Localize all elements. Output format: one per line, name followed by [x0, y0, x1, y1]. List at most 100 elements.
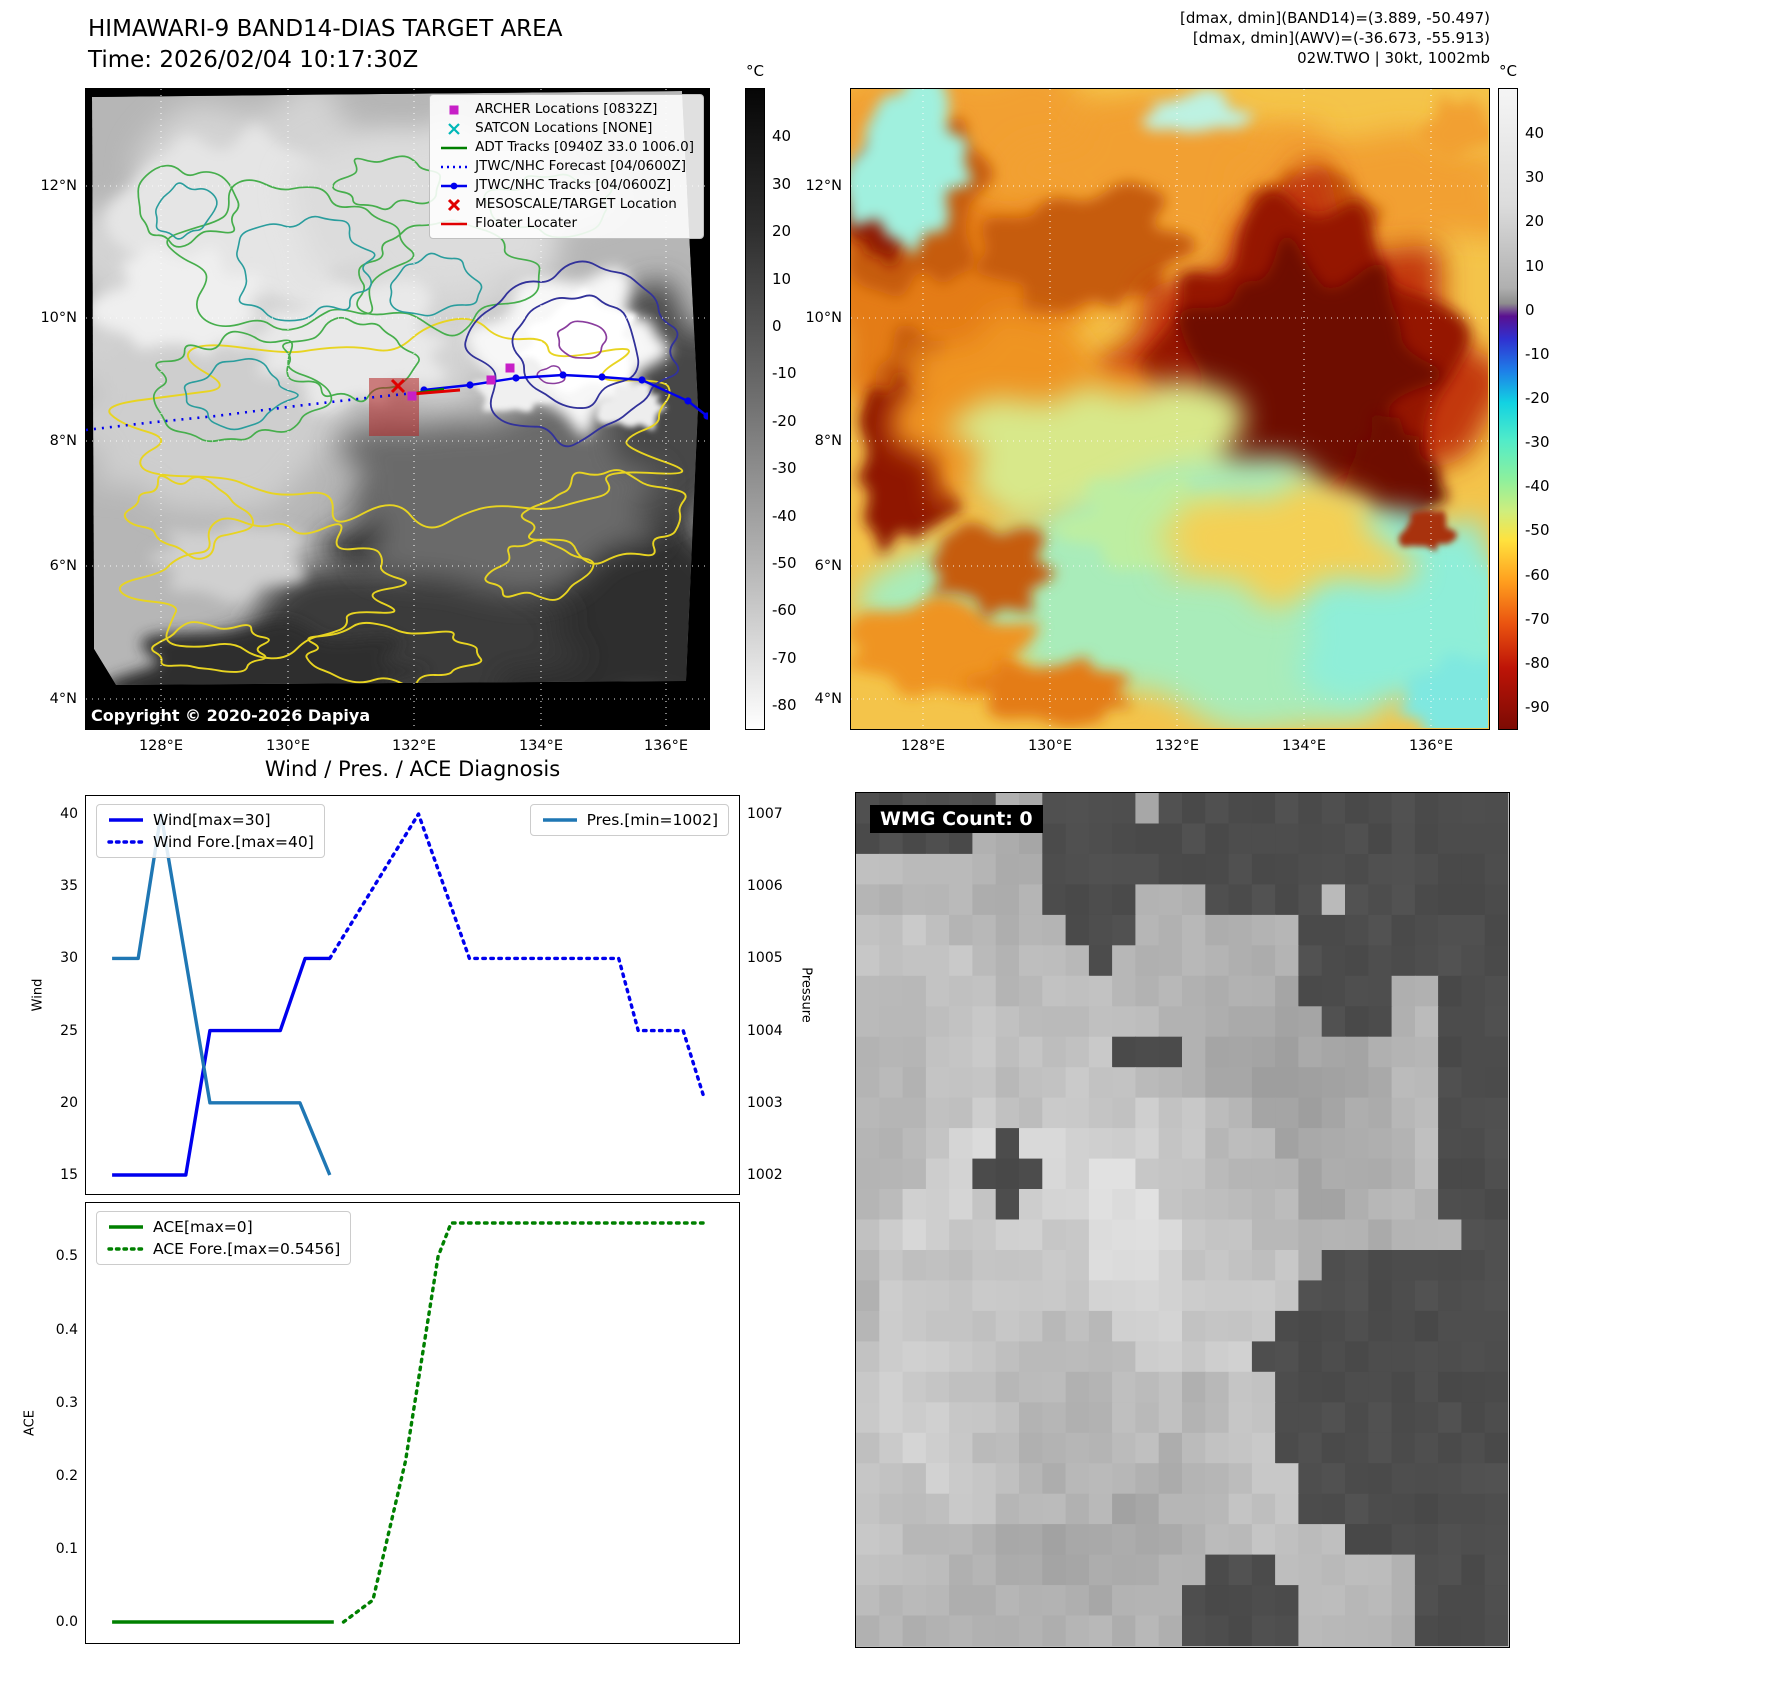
storm-id-label: 02W.TWO | 30kt, 1002mb: [1297, 49, 1490, 67]
chart-legend: Wind[max=30] Wind Fore.[max=40]: [96, 804, 325, 858]
colorbar-tick-label: -30: [772, 459, 797, 478]
jtwc-track-line: [423, 373, 708, 417]
band14-time-subtitle: Time: 2026/02/04 10:17:30Z: [88, 47, 419, 73]
lat-tick-label: 12°N: [805, 178, 842, 194]
ace-chart: 0.0 0.1 0.2 0.3 0.4 0.5 ACE[max=0] ACE Fore.[ma…: [56, 1202, 740, 1644]
legend-item: Wind[max=30]: [107, 811, 314, 829]
y-axis-tick-left: 15: [60, 1166, 78, 1183]
lat-tick-label: 4°N: [814, 691, 842, 707]
y-axis-tick-right: 1003: [747, 1094, 783, 1111]
map-legend-label: SATCON Locations [NONE]: [475, 120, 653, 136]
wmg-image: [856, 793, 1508, 1646]
map-legend-item: JTWC/NHC Tracks [04/0600Z]: [439, 177, 694, 194]
temperature-contours: [108, 155, 687, 685]
map-legend-label: JTWC/NHC Tracks [04/0600Z]: [475, 177, 672, 193]
band14-colorbar: 40 30 20 10 0 -10 -20 -30 -40 -50 -60 -70 -80: [745, 88, 797, 730]
lon-tick-label: 132°E: [1154, 738, 1200, 754]
mesoscale-target-rect: [369, 378, 419, 436]
legend-label: Pres.[min=1002]: [586, 811, 718, 829]
legend-item: Wind Fore.[max=40]: [107, 833, 314, 851]
wind-pressure-plot-area: [112, 812, 706, 1177]
lat-tick-label: 4°N: [49, 691, 77, 707]
lon-tick-label: 134°E: [518, 738, 564, 754]
x-bold-legend-marker-icon: [448, 198, 461, 211]
legend-line-swatch: [109, 1225, 143, 1229]
wmg-map-panel: WMG Count: 0: [855, 792, 1510, 1648]
line-marker-legend-marker-icon: [441, 182, 468, 189]
map-legend-item: ARCHER Locations [0832Z]: [439, 101, 694, 118]
archer-location-marker: [486, 375, 496, 385]
y-axis-tick-right: 1006: [747, 878, 783, 895]
floater-locater-line: [411, 388, 461, 396]
lat-tick-label: 6°N: [49, 558, 77, 574]
lat-tick-label: 6°N: [814, 558, 842, 574]
colorbar-tick-label: 30: [772, 174, 792, 193]
legend-label: ACE[max=0]: [153, 1218, 253, 1236]
map-legend-label: Floater Locater: [475, 215, 578, 231]
lon-tick-label: 128°E: [900, 738, 946, 754]
legend-line-swatch: [109, 818, 143, 822]
map-legend-item: JTWC/NHC Forecast [04/0600Z]: [439, 158, 694, 175]
legend-line-swatch: [107, 840, 145, 844]
band14-map-legend: ARCHER Locations [0832Z] SATCON Locations…: [429, 94, 704, 239]
lon-tick-label: 136°E: [643, 738, 689, 754]
map-legend-label: ADT Tracks [0940Z 33.0 1006.0]: [475, 139, 694, 155]
map-legend-item: MESOSCALE/TARGET Location: [439, 196, 694, 213]
y-axis-tick-right: 1005: [747, 950, 783, 967]
awv-header: [dmax, dmin](BAND14)=(3.889, -50.497) [d…: [1050, 8, 1490, 68]
y-axis-tick-left: 25: [60, 1022, 78, 1039]
lon-tick-label: 130°E: [265, 738, 311, 754]
awv-colorbar: 40 30 20 10 0 -10 -20 -30 -40 -50 -60 -70 -80 -90: [1498, 88, 1550, 730]
legend-item: Pres.[min=1002]: [541, 811, 718, 829]
map-legend-item: SATCON Locations [NONE]: [439, 120, 694, 137]
colorbar-tick-label: 10: [1525, 256, 1545, 275]
colorbar-tick-label: 0: [772, 317, 782, 336]
awv-map-panel: 12°N 10°N 8°N 6°N 4°N 128°E 130°E 132°E 134°E 136…: [805, 88, 1490, 754]
map-legend-label: MESOSCALE/TARGET Location: [475, 196, 677, 212]
wind-max-30-line: [112, 956, 330, 1177]
colorbar-tick-label: -70: [1525, 609, 1550, 628]
colorbar-tick-label: -80: [1525, 653, 1550, 672]
archer-location-marker: [407, 391, 417, 401]
lat-tick-label: 12°N: [40, 178, 77, 194]
y-axis-tick-left: 0.2: [55, 1467, 78, 1484]
colorbar-tick-label: -60: [772, 601, 797, 620]
colorbar-tick-label: 0: [1525, 300, 1535, 319]
colorbar-tick-label: -40: [772, 506, 797, 525]
map-legend-label: ARCHER Locations [0832Z]: [475, 101, 658, 117]
y-axis-tick-left: 0.4: [55, 1321, 78, 1338]
ace-plot-area: [112, 1221, 706, 1624]
colorbar-tick-label: 20: [1525, 212, 1545, 231]
map-legend-item: Floater Locater: [439, 215, 694, 232]
lon-tick-label: 132°E: [391, 738, 437, 754]
y-axis-tick-left: 40: [60, 806, 78, 823]
y-axis-tick-left: 0.0: [55, 1614, 78, 1631]
awv-header-line-2: [dmax, dmin](AWV)=(-36.673, -55.913): [1192, 29, 1490, 47]
lat-tick-label: 8°N: [814, 433, 842, 449]
colorbar-tick-label: -90: [1525, 697, 1550, 716]
band14-title: HIMAWARI-9 BAND14-DIAS TARGET AREA: [88, 16, 563, 42]
legend-label: ACE Fore.[max=0.5456]: [153, 1240, 341, 1258]
colorbar-tick-label: 30: [1525, 168, 1545, 187]
awv-colorbar-unit: °C: [1499, 62, 1517, 80]
graticule-grid: [851, 89, 1488, 728]
colorbar-tick-label: -10: [1525, 344, 1550, 363]
y-axis-tick-right: 1004: [747, 1022, 783, 1039]
map-legend-label: JTWC/NHC Forecast [04/0600Z]: [475, 158, 686, 174]
copyright-label: Copyright © 2020-2026 Dapiya: [91, 706, 371, 725]
lon-tick-label: 136°E: [1408, 738, 1454, 754]
colorbar-tick-label: -60: [1525, 565, 1550, 584]
band14-map-panel: ARCHER Locations [0832Z] SATCON Locations…: [40, 88, 710, 754]
legend-label: Wind Fore.[max=40]: [153, 833, 314, 851]
lat-tick-label: 10°N: [40, 310, 77, 326]
ace-axis-label: ACE: [22, 1410, 38, 1436]
colorbar-tick-label: -70: [772, 648, 797, 667]
lon-tick-label: 130°E: [1027, 738, 1073, 754]
y-axis-tick-left: 0.1: [55, 1540, 78, 1557]
colorbar-tick-label: 10: [772, 269, 792, 288]
colorbar-tick-label: -20: [1525, 388, 1550, 407]
legend-item: ACE Fore.[max=0.5456]: [107, 1240, 340, 1258]
dotted-line-legend-marker-icon: [441, 165, 468, 168]
chart-legend: Pres.[min=1002]: [529, 804, 729, 836]
colorbar-tick-label: -20: [772, 411, 797, 430]
